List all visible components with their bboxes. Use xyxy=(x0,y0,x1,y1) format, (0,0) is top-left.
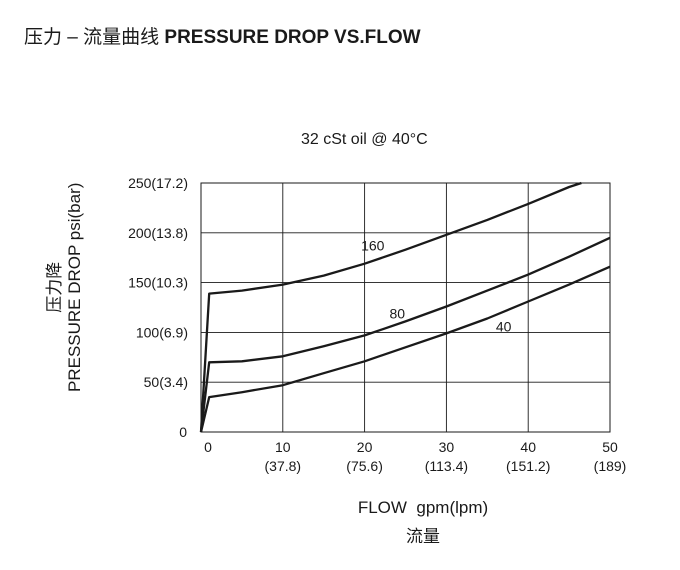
x-tick-label: 0 xyxy=(204,439,212,455)
curve-80 xyxy=(199,236,611,433)
axis-ticks: 0 10 (37.8) 20 (75.6) 30 (113.4) 40 (151.2) 50 (18… xyxy=(128,175,626,474)
x-tick-sublabel: (75.6) xyxy=(346,458,383,474)
x-tick-sublabel: (37.8) xyxy=(265,458,302,474)
title-zh: 压力 – 流量曲线 xyxy=(24,27,160,48)
x-tick-sublabel: (151.2) xyxy=(506,458,550,474)
y-tick-label: 250(17.2) xyxy=(128,175,188,191)
page-title: 压力 – 流量曲线 PRESSURE DROP VS.FLOW xyxy=(24,22,421,49)
curves xyxy=(199,181,611,433)
x-tick-label: 30 xyxy=(439,439,455,455)
curve-40 xyxy=(199,265,611,433)
x-axis-label: FLOW gpm(lpm) xyxy=(357,498,489,517)
curve-label-160: 160 xyxy=(361,238,385,254)
chart-subtitle: 32 cSt oil @ 40°C xyxy=(301,131,428,148)
curve-label-80: 80 xyxy=(390,305,406,321)
x-tick-label: 50 xyxy=(602,439,618,455)
y-tick-label: 200(13.8) xyxy=(128,225,188,241)
curve-labels: 160 80 40 xyxy=(361,238,512,335)
y-tick-label: 50(3.4) xyxy=(144,374,188,390)
x-axis-title: FLOW gpm(lpm) 流量 xyxy=(333,498,513,547)
y-tick-label: 150(10.3) xyxy=(128,275,188,291)
x-tick-sublabel: (113.4) xyxy=(425,458,468,474)
x-tick-sublabel: (189) xyxy=(594,458,627,474)
x-axis-label-zh: 流量 xyxy=(406,527,440,546)
curve-label-40: 40 xyxy=(496,318,512,334)
x-tick-label: 10 xyxy=(275,439,291,455)
title-en: PRESSURE DROP VS.FLOW xyxy=(164,27,421,48)
y-tick-label: 0 xyxy=(179,424,187,440)
grid-lines xyxy=(200,182,611,433)
plot-frame xyxy=(200,182,611,433)
x-tick-label: 20 xyxy=(357,439,373,455)
x-tick-label: 40 xyxy=(520,439,536,455)
curve-160 xyxy=(199,181,582,433)
y-tick-label: 100(6.9) xyxy=(136,324,188,340)
